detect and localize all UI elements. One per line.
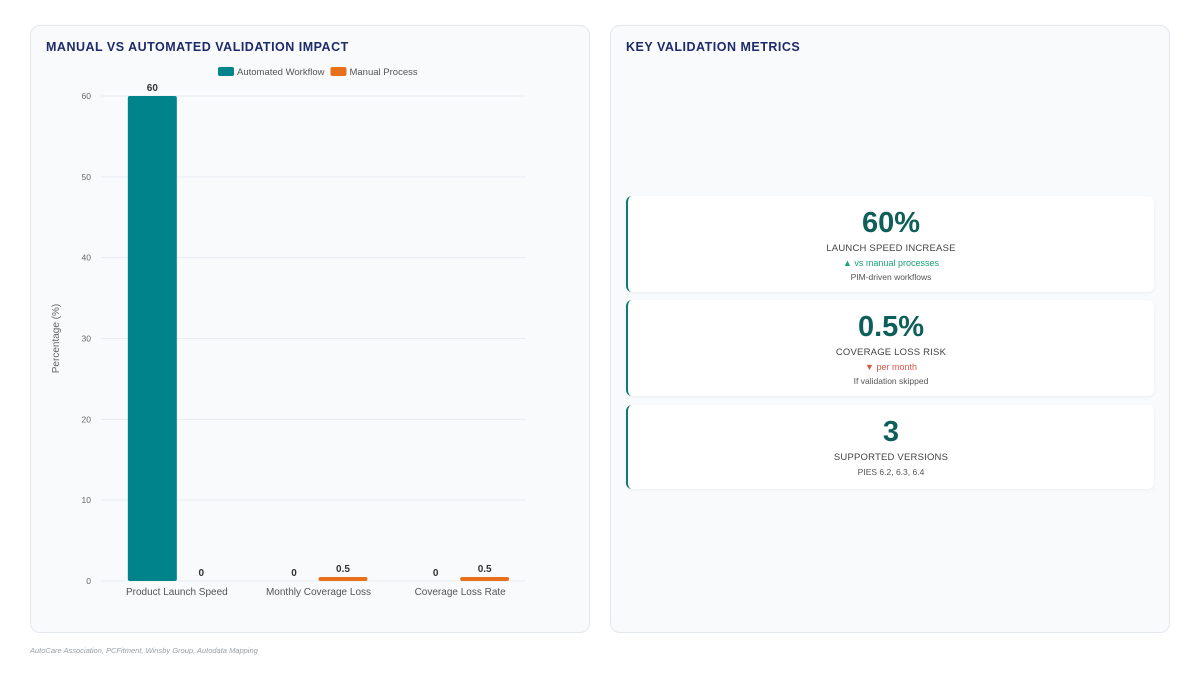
legend-swatch (218, 67, 234, 76)
metric-trend: ▲ vs manual processes (843, 258, 939, 268)
metrics-title: KEY VALIDATION METRICS (626, 40, 801, 54)
metrics-panel: KEY VALIDATION METRICS 60% LAUNCH SPEED … (610, 25, 1170, 633)
data-label: 0.5 (336, 564, 350, 575)
metric-label: LAUNCH SPEED INCREASE (826, 243, 956, 254)
source-note: AutoCare Association, PCFitment, Winsby … (30, 646, 258, 655)
metric-label: SUPPORTED VERSIONS (833, 452, 949, 463)
metric-card-supported-versions: 3 SUPPORTED VERSIONS PIES 6.2, 6.3, 6.4 (626, 405, 1154, 489)
bar (460, 576, 510, 581)
y-tick-label: 40 (82, 253, 92, 263)
legend-label: Automated Workflow (237, 67, 325, 78)
y-tick-label: 50 (82, 172, 92, 182)
y-tick-label: 20 (82, 414, 92, 424)
data-label: 60 (147, 83, 159, 94)
y-axis-title: Percentage (%) (51, 304, 62, 373)
x-tick-label: Coverage Loss Rate (415, 587, 507, 598)
x-tick-label: Product Launch Speed (126, 587, 228, 598)
data-label: 0.5 (478, 564, 492, 575)
legend-swatch (330, 67, 347, 76)
data-label: 0 (433, 568, 439, 579)
metric-card-coverage-loss: 0.5% COVERAGE LOSS RISK ▼ per month If v… (626, 300, 1154, 396)
x-tick-label: Monthly Coverage Loss (266, 587, 371, 598)
y-tick-label: 60 (82, 91, 92, 101)
metric-value: 60% (861, 207, 921, 239)
data-label: 0 (291, 568, 297, 579)
data-label: 0 (199, 568, 205, 579)
legend-label: Manual Process (349, 67, 417, 78)
metric-note: If validation skipped (853, 376, 929, 386)
metric-note: PIM-driven workflows (850, 272, 932, 282)
metric-value: 0.5% (857, 311, 925, 343)
metric-note: PIES 6.2, 6.3, 6.4 (857, 467, 925, 477)
bar (127, 96, 177, 581)
y-tick-label: 10 (82, 495, 92, 505)
metric-trend: ▼ per month (865, 362, 917, 372)
bar (318, 576, 368, 581)
bar-chart: 0 10 20 30 40 50 60 Percentage (%) 60 0 Product La… (51, 67, 526, 598)
metric-value: 3 (882, 416, 900, 448)
metric-card-launch-speed: 60% LAUNCH SPEED INCREASE ▲ vs manual pr… (626, 196, 1154, 292)
y-tick-label: 30 (82, 334, 92, 344)
chart-panel: MANUAL VS AUTOMATED VALIDATION IMPACT 0 1… (30, 25, 590, 633)
chart-title: MANUAL VS AUTOMATED VALIDATION IMPACT (46, 40, 349, 54)
metric-label: COVERAGE LOSS RISK (835, 347, 947, 358)
y-tick-label: 0 (86, 576, 91, 586)
